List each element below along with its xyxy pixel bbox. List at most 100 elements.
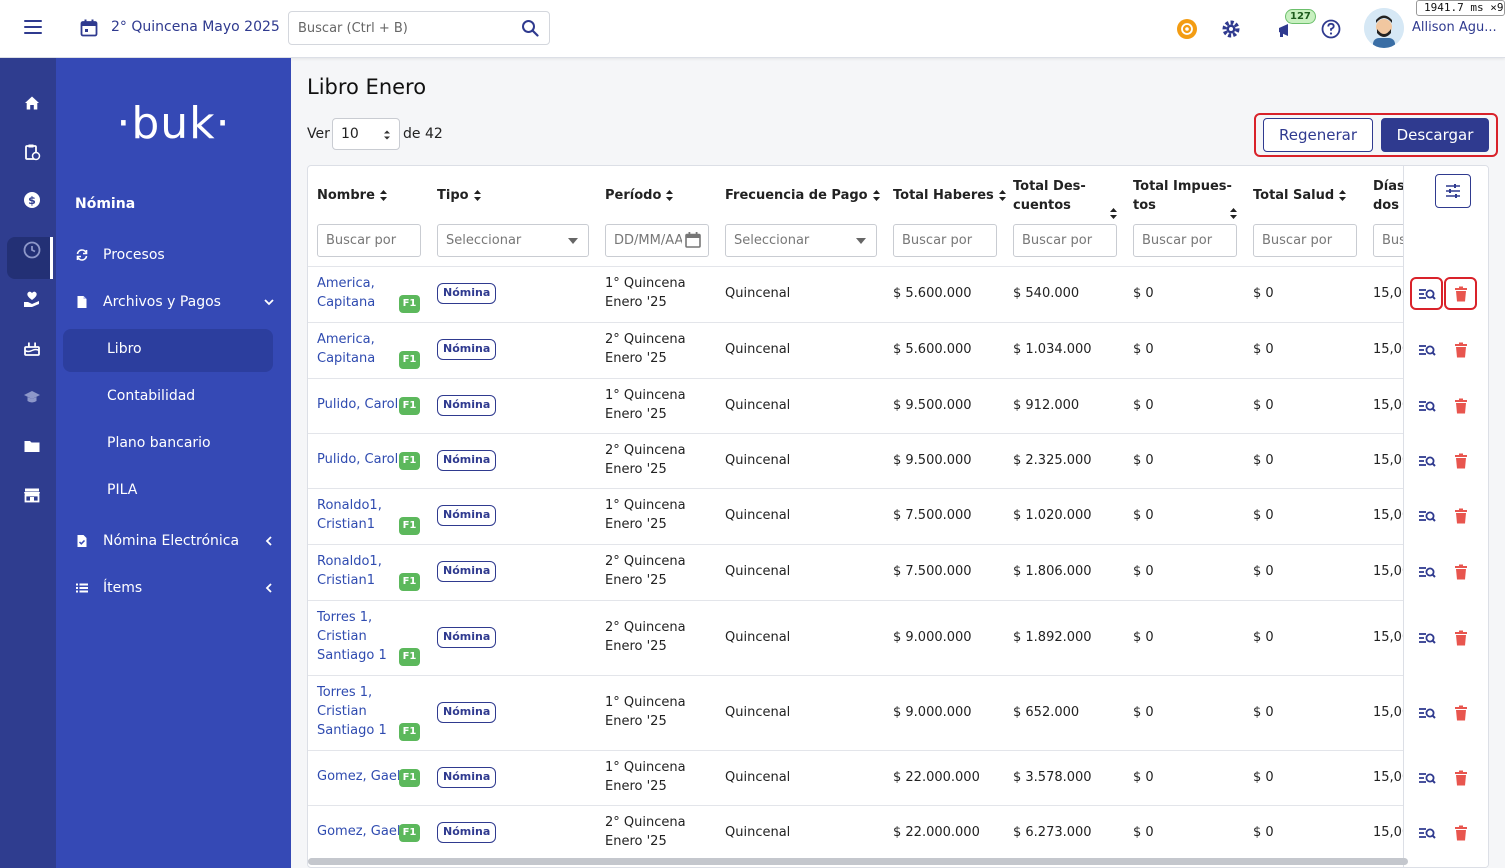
download-button[interactable]: Descargar (1381, 118, 1489, 152)
column-header[interactable]: Período (605, 186, 674, 205)
employee-name-link[interactable]: Ronaldo1, Cristian1 (317, 498, 382, 532)
trash-icon[interactable] (1452, 341, 1470, 359)
column-header[interactable]: Frecuencia de Pago (725, 186, 881, 205)
trash-icon[interactable] (1452, 452, 1470, 470)
employee-name-link[interactable]: Ronaldo1, Cristian1 (317, 554, 382, 588)
user-name[interactable]: Allison Agu... (1412, 20, 1497, 35)
view-detail-icon[interactable] (1418, 452, 1436, 470)
view-detail-icon[interactable] (1418, 507, 1436, 525)
sidebar-subitem-plano-bancario[interactable]: Plano bancario (107, 435, 211, 451)
megaphone-icon[interactable] (1276, 20, 1298, 42)
sidebar-item-procesos[interactable]: Procesos (75, 247, 275, 263)
employee-name-link[interactable]: Gomez, Gael (317, 769, 401, 784)
descuentos-cell: $ 540.000 (1013, 286, 1080, 301)
employee-name-link[interactable]: America, Capitana (317, 332, 376, 366)
filter-text[interactable] (317, 224, 421, 257)
menu-icon[interactable] (24, 20, 42, 34)
trash-icon[interactable] (1452, 704, 1470, 722)
calendar-icon[interactable] (684, 231, 702, 249)
filter-date[interactable] (605, 224, 709, 257)
filter-select[interactable]: Seleccionar (437, 224, 589, 257)
sidebar-item-nomina-electronica[interactable]: Nómina Electrónica (75, 533, 275, 549)
employee-name-link[interactable]: Torres 1, Cristian Santiago 1 (317, 610, 387, 663)
sidebar-subitem-contabilidad[interactable]: Contabilidad (107, 388, 196, 404)
sort-icon[interactable] (1338, 189, 1347, 202)
period-cell: 1° Quincena Enero '25 (605, 276, 686, 310)
sidebar-item-items[interactable]: Ítems (75, 580, 275, 596)
regenerate-button[interactable]: Regenerar (1263, 118, 1373, 152)
horizontal-scrollbar[interactable] (308, 858, 1408, 865)
view-detail-icon[interactable] (1418, 341, 1436, 359)
trash-icon[interactable] (1452, 824, 1470, 842)
view-detail-icon[interactable] (1418, 629, 1436, 647)
trash-icon[interactable] (1452, 285, 1470, 303)
avatar[interactable] (1364, 8, 1404, 48)
view-detail-icon[interactable] (1418, 769, 1436, 787)
gear-icon[interactable] (1220, 18, 1242, 40)
clipboard-clock-icon[interactable] (23, 143, 41, 161)
column-settings-button[interactable] (1435, 174, 1471, 208)
sort-icon[interactable] (473, 189, 482, 202)
employee-name-link[interactable]: America, Capitana (317, 276, 376, 310)
filter-select[interactable]: Seleccionar (725, 224, 877, 257)
period-selector[interactable]: 2° Quincena Mayo 2025 (111, 19, 280, 35)
filter-input[interactable] (1262, 233, 1348, 248)
graduation-cap-icon[interactable] (23, 388, 41, 406)
employee-name-link[interactable]: Torres 1, Cristian Santiago 1 (317, 685, 387, 738)
trash-icon[interactable] (1452, 397, 1470, 415)
filter-input[interactable] (326, 233, 412, 248)
store-icon[interactable] (23, 486, 41, 504)
hand-heart-icon[interactable] (23, 290, 41, 308)
column-header[interactable]: Total Salud (1253, 186, 1347, 205)
calendar-icon[interactable] (80, 19, 98, 37)
filter-input[interactable] (1022, 233, 1108, 248)
filter-text[interactable] (1013, 224, 1117, 257)
help-icon[interactable] (1320, 18, 1342, 40)
column-header[interactable]: Total Impues- tos (1133, 177, 1237, 219)
radar-icon[interactable] (1176, 18, 1198, 40)
column-header[interactable]: Días dos (1373, 177, 1405, 215)
employee-name-link[interactable]: Pulido, Carol (317, 452, 399, 467)
view-detail-icon[interactable] (1418, 563, 1436, 581)
trash-icon[interactable] (1452, 629, 1470, 647)
sort-icon[interactable] (665, 189, 674, 202)
search-input[interactable] (289, 12, 504, 44)
sort-icon[interactable] (379, 189, 388, 202)
column-header[interactable]: Tipo (437, 186, 482, 205)
page-title: Libro Enero (307, 75, 427, 99)
filter-text[interactable] (1253, 224, 1357, 257)
page-size-select[interactable]: 10 (332, 118, 400, 150)
trash-icon[interactable] (1452, 769, 1470, 787)
filter-input[interactable] (614, 233, 682, 248)
employee-name-link[interactable]: Pulido, Carol (317, 397, 399, 412)
view-detail-icon[interactable] (1418, 397, 1436, 415)
column-header[interactable]: Total Des- cuentos (1013, 177, 1117, 219)
sort-icon[interactable] (1109, 207, 1118, 220)
filter-text[interactable] (1133, 224, 1237, 257)
sidebar-item-archivos-y-pagos[interactable]: Archivos y Pagos (75, 294, 275, 310)
sort-icon[interactable] (1229, 207, 1238, 220)
search-icon[interactable] (521, 19, 539, 37)
filter-input[interactable] (902, 233, 988, 248)
home-icon[interactable] (23, 94, 41, 112)
trash-icon[interactable] (1452, 507, 1470, 525)
global-search (288, 11, 550, 45)
folder-icon[interactable] (23, 437, 41, 455)
sidebar-subitem-libro[interactable]: Libro (107, 341, 142, 357)
trash-icon[interactable] (1452, 563, 1470, 581)
view-detail-icon[interactable] (1418, 285, 1436, 303)
view-detail-icon[interactable] (1418, 704, 1436, 722)
sidebar-subitem-pila[interactable]: PILA (107, 482, 138, 498)
dollar-icon[interactable]: $ (23, 191, 41, 209)
view-detail-icon[interactable] (1418, 824, 1436, 842)
employee-name-link[interactable]: Gomez, Gael (317, 824, 401, 839)
clock-icon[interactable] (23, 241, 41, 259)
filter-text[interactable] (893, 224, 997, 257)
filter-input[interactable] (1142, 233, 1228, 248)
column-header[interactable]: Total Haberes (893, 186, 1007, 205)
sort-icon[interactable] (872, 189, 881, 202)
cake-icon[interactable] (23, 339, 41, 357)
sort-icon[interactable] (998, 189, 1007, 202)
filter-select-value: Seleccionar (446, 233, 522, 248)
column-header[interactable]: Nombre (317, 186, 388, 205)
